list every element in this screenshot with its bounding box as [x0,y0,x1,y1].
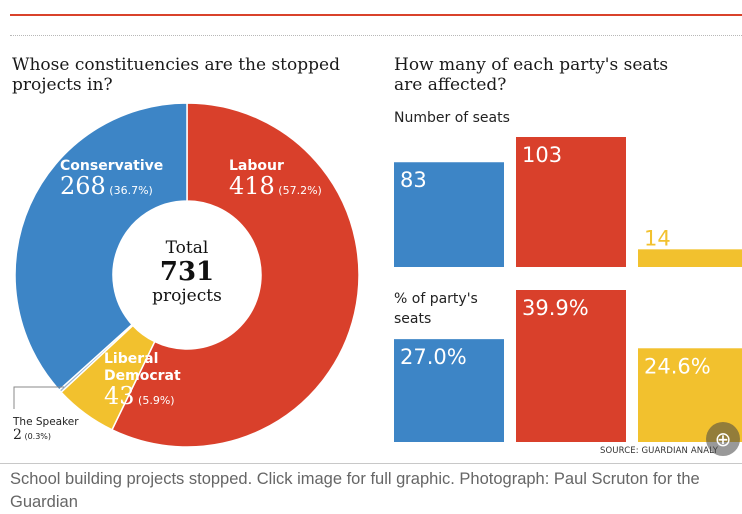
pct-label-labour: 39.9% [522,296,589,320]
slice-name-liberal-democrat: Liberal [104,351,158,367]
slice-name-conservative: Conservative [60,158,163,174]
seats-label-liberal-democrat: 14 [644,226,671,250]
slice-value-labour: 418 (57.2%) [229,172,322,200]
pct-label-liberal-democrat: 24.6% [644,354,711,378]
seats-subtitle: Number of seats [394,110,510,126]
image-caption: School building projects stopped. Click … [10,470,700,511]
top-rule [10,14,742,16]
seats-label-labour: 103 [522,143,562,167]
seats-label-conservative: 83 [400,168,427,192]
slice-name-the-speaker: The Speaker [12,416,79,428]
seats-bar-liberal-democrat [638,249,742,267]
donut-chart-title: Whose constituencies are the stopped pro… [12,55,340,95]
bar-chart-title: How many of each party's seats are affec… [394,55,669,95]
donut-center-unit: projects [152,286,222,306]
zoom-icon[interactable]: ⊕ [706,422,740,456]
pct-subtitle: % of party's seats [394,291,478,327]
pct-label-conservative: 27.0% [400,345,467,369]
source-note: SOURCE: GUARDIAN ANALY [600,446,719,456]
pct-bar-labour [516,290,626,442]
slice-value-the-speaker: 2 (0.3%) [13,427,51,443]
donut-center-label: Total [166,238,209,258]
speaker-leader-line [13,386,64,409]
donut-slice-conservative [14,102,188,392]
slice-name-liberal-democrat: Democrat [104,368,181,384]
caption-rule [0,463,742,464]
donut-center-total: 731 [160,257,214,287]
seats-bar-conservative [394,162,504,267]
slice-value-liberal-democrat: 43 (5.9%) [104,382,175,410]
donut-slice-labour [110,102,360,448]
seats-bar-labour [516,137,626,267]
pct-bar-conservative [394,339,504,442]
dotted-divider [10,35,742,36]
slice-value-conservative: 268 (36.7%) [60,172,153,200]
slice-name-labour: Labour [229,158,284,174]
